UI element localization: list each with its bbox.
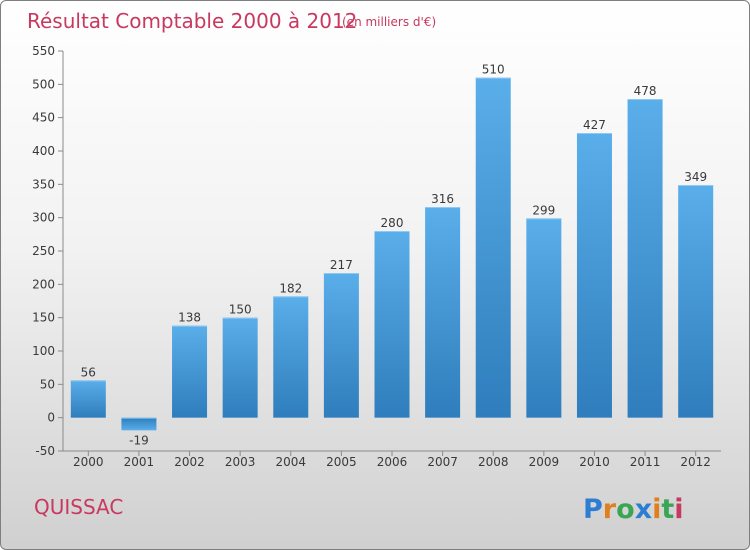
y-tick-label: 50 bbox=[40, 377, 55, 391]
bar-2003 bbox=[222, 317, 258, 418]
y-tick-label: 200 bbox=[32, 277, 55, 291]
y-tick-label: -50 bbox=[35, 444, 55, 458]
y-tick-label: 150 bbox=[32, 311, 55, 325]
bar-2004 bbox=[273, 296, 309, 418]
brand-letter: i bbox=[674, 494, 683, 525]
data-labels: 56 -19 138 150 182 217 280 316 510 299 427 478 349 bbox=[81, 63, 707, 448]
bar-2008 bbox=[475, 77, 511, 418]
brand-letter: i bbox=[652, 494, 661, 525]
x-tick-label: 2012 bbox=[680, 455, 711, 469]
data-label-2004: 182 bbox=[279, 281, 302, 295]
axes: -50 0 50 100 150 200 250 300 350 400 450 500 550 2000… bbox=[32, 44, 721, 469]
data-label-2001: -19 bbox=[129, 433, 149, 447]
y-tick-label: 250 bbox=[32, 244, 55, 258]
brand-letter: P bbox=[583, 494, 603, 525]
data-label-2010: 427 bbox=[583, 118, 606, 132]
brand-letter: o bbox=[616, 494, 635, 525]
brand-letter: t bbox=[661, 494, 674, 525]
x-tick-label: 2002 bbox=[174, 455, 205, 469]
y-tick-label: 350 bbox=[32, 177, 55, 191]
brand-letter: r bbox=[603, 494, 617, 525]
bar-2002 bbox=[172, 325, 208, 418]
x-tick-label: 2001 bbox=[124, 455, 155, 469]
x-tick-label: 2011 bbox=[630, 455, 661, 469]
y-tick-label: 100 bbox=[32, 344, 55, 358]
bar-2006 bbox=[374, 231, 410, 418]
bar-2001 bbox=[121, 417, 157, 431]
chart-title: Résultat Comptable 2000 à 2012 bbox=[27, 9, 357, 33]
y-tick-label: 400 bbox=[32, 144, 55, 158]
bar-2011 bbox=[627, 99, 663, 418]
x-tick-label: 2003 bbox=[225, 455, 256, 469]
brand-letter: x bbox=[635, 494, 652, 525]
chart-subtitle: (en milliers d'€) bbox=[342, 15, 436, 29]
data-label-2009: 299 bbox=[532, 203, 555, 217]
bar-2005 bbox=[323, 273, 359, 418]
bar-2000 bbox=[70, 380, 106, 418]
bar-2010 bbox=[576, 133, 612, 418]
data-label-2002: 138 bbox=[178, 311, 201, 325]
x-tick-label: 2007 bbox=[427, 455, 458, 469]
data-label-2000: 56 bbox=[81, 365, 96, 379]
data-label-2008: 510 bbox=[482, 63, 505, 77]
data-label-2012: 349 bbox=[684, 170, 707, 184]
x-tick-label: 2008 bbox=[478, 455, 509, 469]
bar-2009 bbox=[526, 218, 562, 418]
x-tick-label: 2004 bbox=[275, 455, 306, 469]
data-label-2011: 478 bbox=[634, 84, 657, 98]
data-label-2006: 280 bbox=[381, 216, 404, 230]
bars bbox=[70, 77, 714, 431]
bar-2012 bbox=[678, 185, 714, 418]
y-tick-label: 0 bbox=[47, 411, 55, 425]
x-tick-label: 2000 bbox=[73, 455, 104, 469]
data-label-2007: 316 bbox=[431, 192, 454, 206]
bar-2007 bbox=[425, 207, 461, 418]
data-label-2003: 150 bbox=[229, 303, 252, 317]
y-tick-label: 550 bbox=[32, 44, 55, 58]
y-tick-label: 300 bbox=[32, 211, 55, 225]
x-tick-label: 2005 bbox=[326, 455, 357, 469]
x-tick-label: 2006 bbox=[377, 455, 408, 469]
data-label-2005: 217 bbox=[330, 258, 353, 272]
brand-logo: Proxiti bbox=[583, 494, 684, 525]
y-tick-label: 500 bbox=[32, 77, 55, 91]
city-name: QUISSAC bbox=[34, 495, 123, 519]
x-tick-label: 2009 bbox=[529, 455, 560, 469]
x-tick-label: 2010 bbox=[579, 455, 610, 469]
y-tick-label: 450 bbox=[32, 111, 55, 125]
